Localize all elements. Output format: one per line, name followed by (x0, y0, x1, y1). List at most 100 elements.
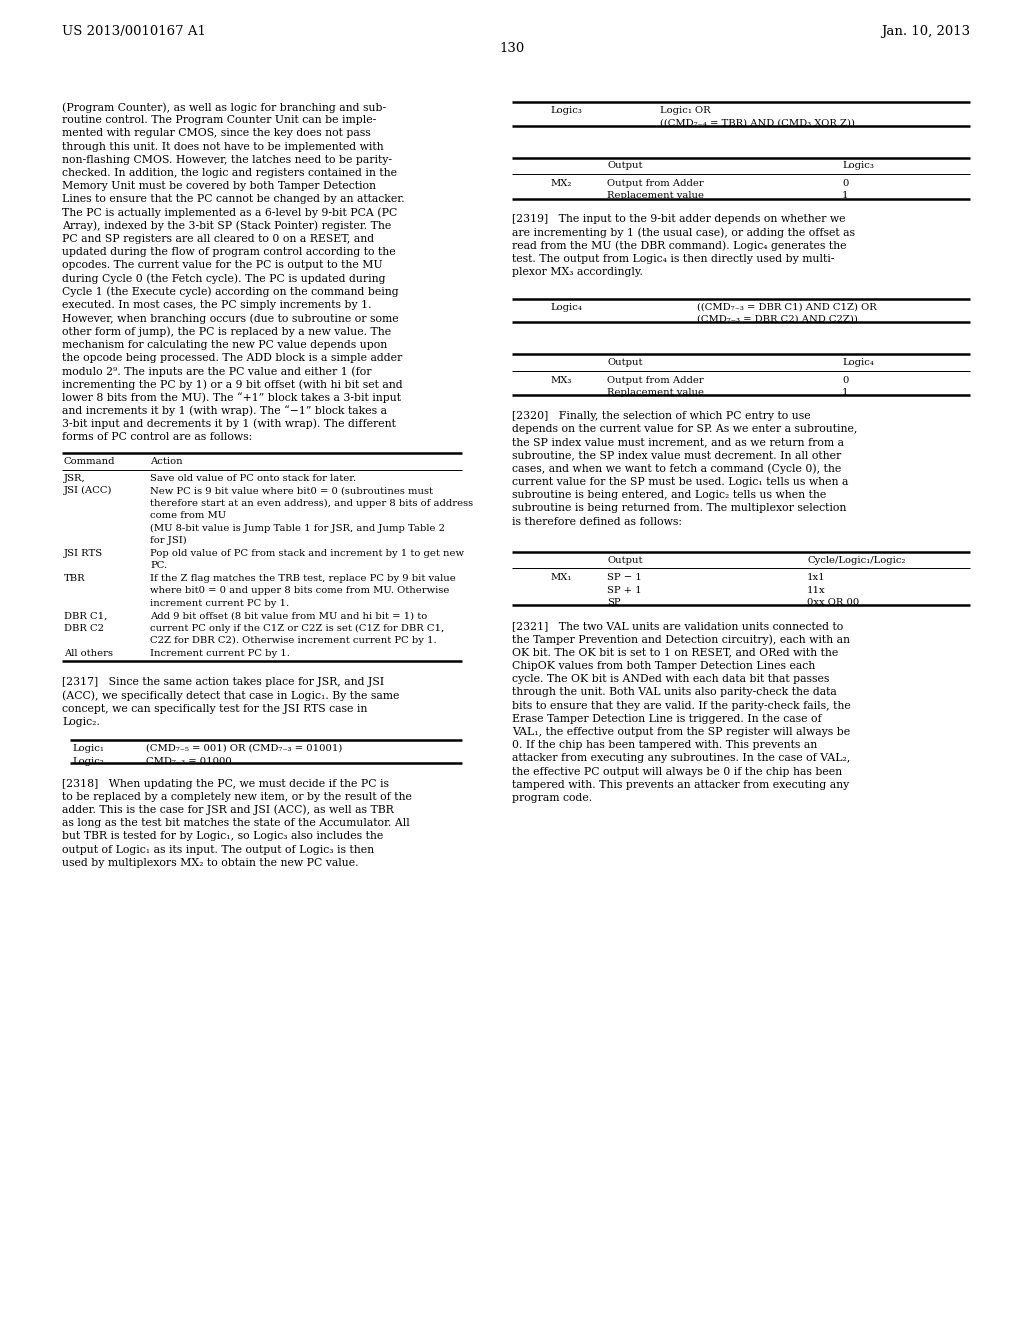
Text: [2321]   The two VAL units are validation units connected to: [2321] The two VAL units are validation … (512, 622, 843, 631)
Text: Increment current PC by 1.: Increment current PC by 1. (150, 648, 290, 657)
Text: non-flashing CMOS. However, the latches need to be parity-: non-flashing CMOS. However, the latches … (62, 154, 392, 165)
Text: Logic₁: Logic₁ (72, 744, 103, 752)
Text: 130: 130 (500, 42, 524, 55)
Text: [2319]   The input to the 9-bit adder depends on whether we: [2319] The input to the 9-bit adder depe… (512, 214, 846, 224)
Text: SP − 1: SP − 1 (607, 573, 642, 582)
Text: and increments it by 1 (with wrap). The “−1” block takes a: and increments it by 1 (with wrap). The … (62, 405, 387, 416)
Text: as long as the test bit matches the state of the Accumulator. All: as long as the test bit matches the stat… (62, 818, 410, 828)
Text: 0xx OR 00: 0xx OR 00 (807, 598, 859, 607)
Text: 1: 1 (842, 191, 849, 201)
Text: Logic₃: Logic₃ (842, 161, 873, 170)
Text: Output from Adder: Output from Adder (607, 375, 703, 384)
Text: DBR C1,: DBR C1, (63, 611, 108, 620)
Text: test. The output from Logic₄ is then directly used by multi-: test. The output from Logic₄ is then dir… (512, 255, 835, 264)
Text: through this unit. It does not have to be implemented with: through this unit. It does not have to b… (62, 141, 384, 152)
Text: Cycle 1 (the Execute cycle) according on the command being: Cycle 1 (the Execute cycle) according on… (62, 286, 398, 297)
Text: plexor MX₃ accordingly.: plexor MX₃ accordingly. (512, 268, 643, 277)
Text: Add 9 bit offset (8 bit value from MU and hi bit = 1) to: Add 9 bit offset (8 bit value from MU an… (150, 611, 427, 620)
Text: Logic₂: Logic₂ (72, 756, 103, 766)
Text: (MU 8-bit value is Jump Table 1 for JSR, and Jump Table 2: (MU 8-bit value is Jump Table 1 for JSR,… (150, 524, 445, 533)
Text: checked. In addition, the logic and registers contained in the: checked. In addition, the logic and regi… (62, 168, 397, 178)
Text: through the unit. Both VAL units also parity-check the data: through the unit. Both VAL units also pa… (512, 688, 837, 697)
Text: ((CMD₇₋₃ = DBR C1) AND C1Z) OR: ((CMD₇₋₃ = DBR C1) AND C1Z) OR (697, 302, 877, 312)
Text: the effective PC output will always be 0 if the chip has been: the effective PC output will always be 0… (512, 767, 842, 776)
Text: Output from Adder: Output from Adder (607, 180, 703, 187)
Text: [2320]   Finally, the selection of which PC entry to use: [2320] Finally, the selection of which P… (512, 411, 811, 421)
Text: Logic₂.: Logic₂. (62, 717, 100, 727)
Text: lower 8 bits from the MU). The “+1” block takes a 3-bit input: lower 8 bits from the MU). The “+1” bloc… (62, 392, 401, 403)
Text: Output: Output (607, 556, 642, 565)
Text: SP: SP (607, 598, 621, 607)
Text: therefore start at an even address), and upper 8 bits of address: therefore start at an even address), and… (150, 499, 473, 508)
Text: used by multiplexors MX₂ to obtain the new PC value.: used by multiplexors MX₂ to obtain the n… (62, 858, 358, 867)
Text: Command: Command (63, 457, 116, 466)
Text: depends on the current value for SP. As we enter a subroutine,: depends on the current value for SP. As … (512, 424, 857, 434)
Text: 11x: 11x (807, 586, 825, 595)
Text: incrementing the PC by 1) or a 9 bit offset (with hi bit set and: incrementing the PC by 1) or a 9 bit off… (62, 379, 402, 389)
Text: bits to ensure that they are valid. If the parity-check fails, the: bits to ensure that they are valid. If t… (512, 701, 851, 710)
Text: JSI RTS: JSI RTS (63, 549, 103, 558)
Text: PC and SP registers are all cleared to 0 on a RESET, and: PC and SP registers are all cleared to 0… (62, 234, 374, 244)
Text: Logic₁ OR: Logic₁ OR (660, 106, 711, 115)
Text: Memory Unit must be covered by both Tamper Detection: Memory Unit must be covered by both Tamp… (62, 181, 376, 191)
Text: come from MU: come from MU (150, 511, 226, 520)
Text: Cycle/Logic₁/Logic₂: Cycle/Logic₁/Logic₂ (807, 556, 905, 565)
Text: 1x1: 1x1 (807, 573, 825, 582)
Text: (CMD₇₋₅ = 001) OR (CMD₇₋₃ = 01001): (CMD₇₋₅ = 001) OR (CMD₇₋₃ = 01001) (146, 744, 342, 752)
Text: Action: Action (150, 457, 182, 466)
Text: during Cycle 0 (the Fetch cycle). The PC is updated during: during Cycle 0 (the Fetch cycle). The PC… (62, 273, 385, 284)
Text: other form of jump), the PC is replaced by a new value. The: other form of jump), the PC is replaced … (62, 326, 391, 337)
Text: Erase Tamper Detection Line is triggered. In the case of: Erase Tamper Detection Line is triggered… (512, 714, 821, 723)
Text: where bit0 = 0 and upper 8 bits come from MU. Otherwise: where bit0 = 0 and upper 8 bits come fro… (150, 586, 450, 595)
Text: All others: All others (63, 648, 113, 657)
Text: If the Z flag matches the TRB test, replace PC by 9 bit value: If the Z flag matches the TRB test, repl… (150, 574, 456, 582)
Text: for JSI): for JSI) (150, 536, 186, 545)
Text: attacker from executing any subroutines. In the case of VAL₂,: attacker from executing any subroutines.… (512, 754, 850, 763)
Text: 0: 0 (842, 375, 848, 384)
Text: subroutine is being entered, and Logic₂ tells us when the: subroutine is being entered, and Logic₂ … (512, 490, 826, 500)
Text: Save old value of PC onto stack for later.: Save old value of PC onto stack for late… (150, 474, 356, 483)
Text: Array), indexed by the 3-bit SP (Stack Pointer) register. The: Array), indexed by the 3-bit SP (Stack P… (62, 220, 391, 231)
Text: JSI (ACC): JSI (ACC) (63, 486, 113, 495)
Text: Logic₃: Logic₃ (550, 106, 582, 115)
Text: opcodes. The current value for the PC is output to the MU: opcodes. The current value for the PC is… (62, 260, 383, 271)
Text: but TBR is tested for by Logic₁, so Logic₃ also includes the: but TBR is tested for by Logic₁, so Logi… (62, 832, 383, 841)
Text: to be replaced by a completely new item, or by the result of the: to be replaced by a completely new item,… (62, 792, 412, 801)
Text: read from the MU (the DBR command). Logic₄ generates the: read from the MU (the DBR command). Logi… (512, 242, 847, 252)
Text: Replacement value: Replacement value (607, 388, 705, 397)
Text: tampered with. This prevents an attacker from executing any: tampered with. This prevents an attacker… (512, 780, 849, 789)
Text: routine control. The Program Counter Unit can be imple-: routine control. The Program Counter Uni… (62, 115, 376, 125)
Text: ((CMD₇₋₄ = TBR) AND (CMD₃ XOR Z)): ((CMD₇₋₄ = TBR) AND (CMD₃ XOR Z)) (660, 119, 855, 128)
Text: the opcode being processed. The ADD block is a simple adder: the opcode being processed. The ADD bloc… (62, 352, 402, 363)
Text: modulo 2⁹. The inputs are the PC value and either 1 (for: modulo 2⁹. The inputs are the PC value a… (62, 366, 372, 376)
Text: SP + 1: SP + 1 (607, 586, 642, 595)
Text: Logic₄: Logic₄ (550, 302, 582, 312)
Text: JSR,: JSR, (63, 474, 86, 483)
Text: New PC is 9 bit value where bit0 = 0 (subroutines must: New PC is 9 bit value where bit0 = 0 (su… (150, 486, 433, 495)
Text: DBR C2: DBR C2 (63, 624, 104, 632)
Text: TBR: TBR (63, 574, 86, 582)
Text: 0: 0 (842, 180, 848, 187)
Text: The PC is actually implemented as a 6-level by 9-bit PCA (PC: The PC is actually implemented as a 6-le… (62, 207, 397, 218)
Text: However, when branching occurs (due to subroutine or some: However, when branching occurs (due to s… (62, 313, 398, 323)
Text: subroutine is being returned from. The multiplexor selection: subroutine is being returned from. The m… (512, 503, 847, 513)
Text: VAL₁, the effective output from the SP register will always be: VAL₁, the effective output from the SP r… (512, 727, 850, 737)
Text: OK bit. The OK bit is set to 1 on RESET, and ORed with the: OK bit. The OK bit is set to 1 on RESET,… (512, 648, 839, 657)
Text: the SP index value must increment, and as we return from a: the SP index value must increment, and a… (512, 437, 844, 447)
Text: mented with regular CMOS, since the key does not pass: mented with regular CMOS, since the key … (62, 128, 371, 139)
Text: are incrementing by 1 (the usual case), or adding the offset as: are incrementing by 1 (the usual case), … (512, 227, 855, 239)
Text: mechanism for calculating the new PC value depends upon: mechanism for calculating the new PC val… (62, 339, 387, 350)
Text: Output: Output (607, 358, 642, 367)
Text: PC.: PC. (150, 561, 167, 570)
Text: C2Z for DBR C2). Otherwise increment current PC by 1.: C2Z for DBR C2). Otherwise increment cur… (150, 636, 436, 645)
Text: 0. If the chip has been tampered with. This prevents an: 0. If the chip has been tampered with. T… (512, 741, 817, 750)
Text: Replacement value: Replacement value (607, 191, 705, 201)
Text: executed. In most cases, the PC simply increments by 1.: executed. In most cases, the PC simply i… (62, 300, 372, 310)
Text: current PC only if the C1Z or C2Z is set (C1Z for DBR C1,: current PC only if the C1Z or C2Z is set… (150, 624, 444, 632)
Text: increment current PC by 1.: increment current PC by 1. (150, 599, 289, 607)
Text: program code.: program code. (512, 793, 592, 803)
Text: is therefore defined as follows:: is therefore defined as follows: (512, 516, 682, 527)
Text: Lines to ensure that the PC cannot be changed by an attacker.: Lines to ensure that the PC cannot be ch… (62, 194, 404, 205)
Text: ChipOK values from both Tamper Detection Lines each: ChipOK values from both Tamper Detection… (512, 661, 815, 671)
Text: (ACC), we specifically detect that case in Logic₁. By the same: (ACC), we specifically detect that case … (62, 690, 399, 701)
